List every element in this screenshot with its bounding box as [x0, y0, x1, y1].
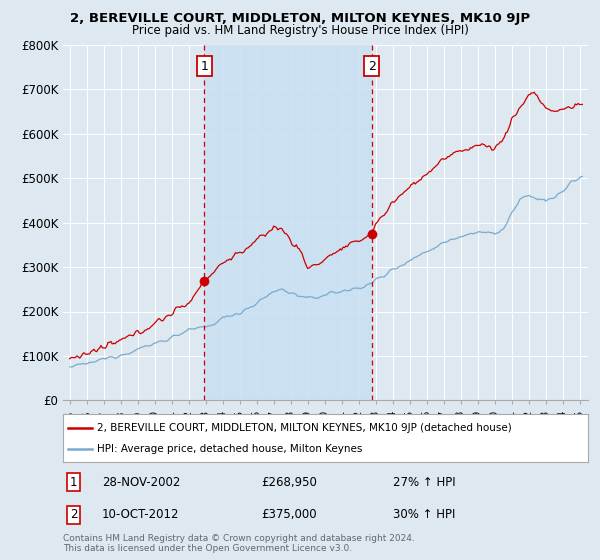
- Text: HPI: Average price, detached house, Milton Keynes: HPI: Average price, detached house, Milt…: [97, 444, 362, 454]
- Text: £375,000: £375,000: [261, 508, 317, 521]
- Text: 28-NOV-2002: 28-NOV-2002: [102, 475, 181, 489]
- Text: £268,950: £268,950: [261, 475, 317, 489]
- Bar: [204, 45, 372, 400]
- Text: 2: 2: [368, 59, 376, 73]
- Text: 1: 1: [200, 59, 208, 73]
- Text: 30% ↑ HPI: 30% ↑ HPI: [393, 508, 455, 521]
- Text: 2: 2: [70, 508, 77, 521]
- Text: 2, BEREVILLE COURT, MIDDLETON, MILTON KEYNES, MK10 9JP: 2, BEREVILLE COURT, MIDDLETON, MILTON KE…: [70, 12, 530, 25]
- Text: 2, BEREVILLE COURT, MIDDLETON, MILTON KEYNES, MK10 9JP (detached house): 2, BEREVILLE COURT, MIDDLETON, MILTON KE…: [97, 423, 512, 433]
- Text: Contains HM Land Registry data © Crown copyright and database right 2024.
This d: Contains HM Land Registry data © Crown c…: [63, 534, 415, 553]
- Text: 27% ↑ HPI: 27% ↑ HPI: [393, 475, 455, 489]
- Text: Price paid vs. HM Land Registry's House Price Index (HPI): Price paid vs. HM Land Registry's House …: [131, 24, 469, 36]
- Text: 10-OCT-2012: 10-OCT-2012: [102, 508, 179, 521]
- Text: 1: 1: [70, 475, 77, 489]
